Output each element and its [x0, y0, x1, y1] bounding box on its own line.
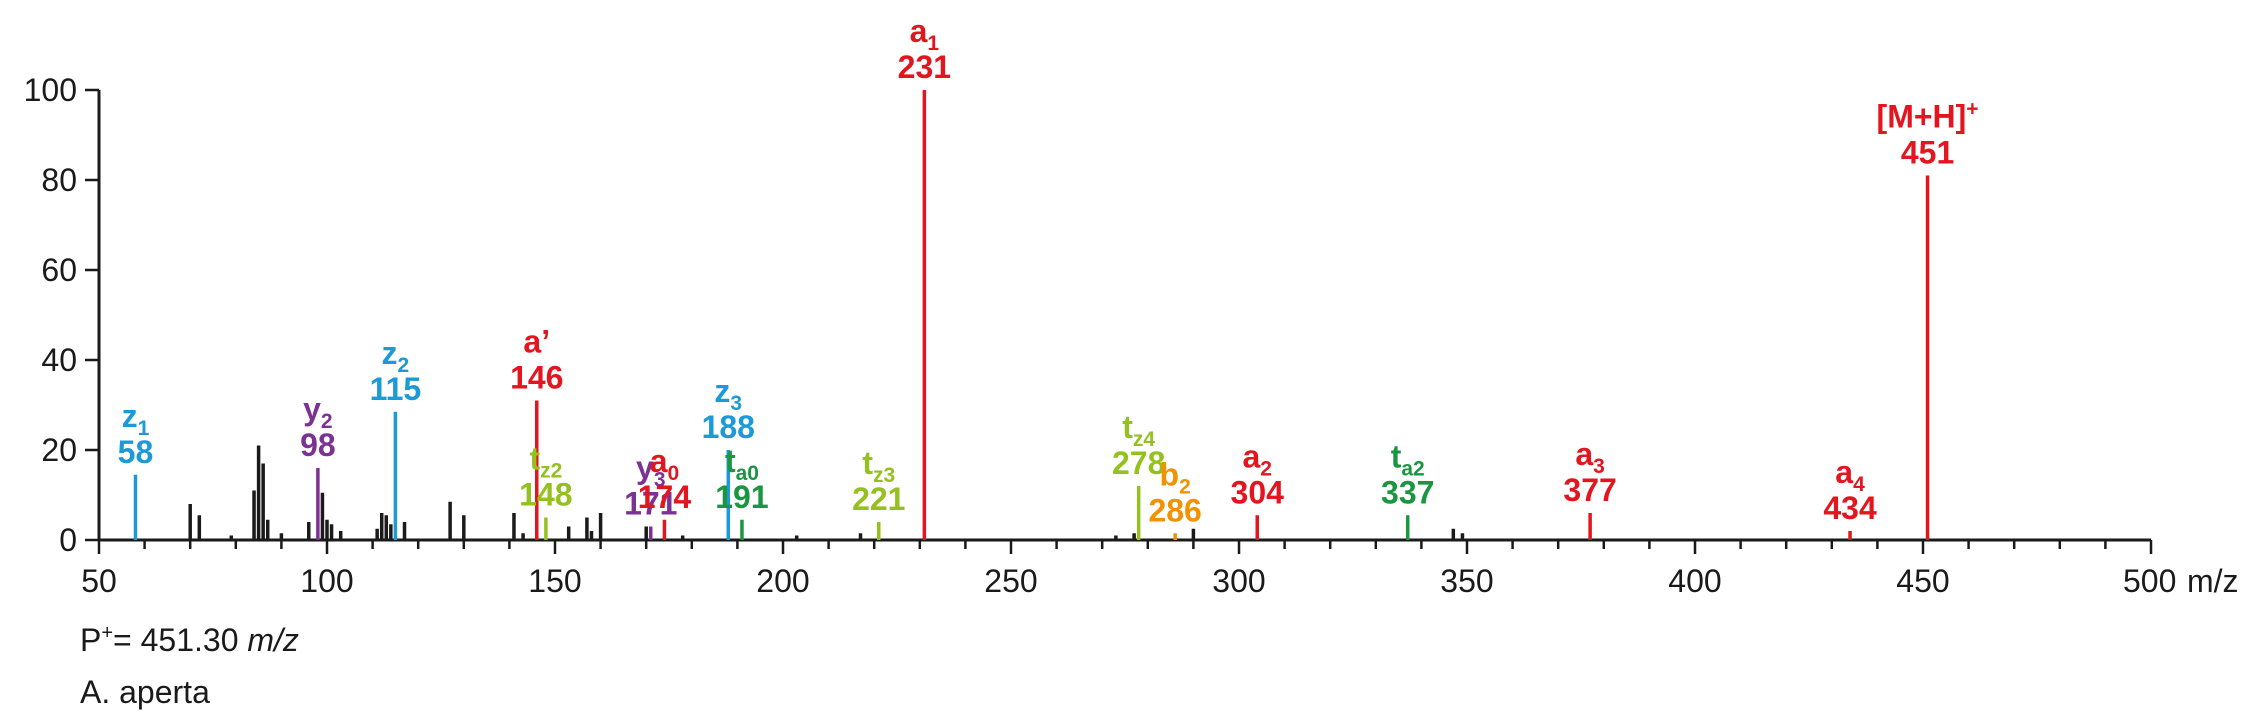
ion-label-148: tz2 — [529, 441, 562, 483]
mass-label-148: 148 — [519, 477, 572, 513]
mass-label-188: 188 — [702, 409, 755, 445]
x-tick-label: 100 — [300, 563, 353, 599]
x-tick-label: 300 — [1212, 563, 1265, 599]
mass-label-231: 231 — [898, 49, 951, 85]
mass-label-58: 58 — [118, 434, 154, 470]
ion-label-337: ta2 — [1391, 438, 1425, 480]
mass-label-286: 286 — [1148, 492, 1201, 528]
precursor-value: = 451.30 — [113, 622, 248, 658]
x-tick-label: 150 — [528, 563, 581, 599]
ion-label-191: ta0 — [725, 443, 759, 485]
precursor-prefix: P — [80, 622, 102, 658]
ion-label-304: a2 — [1242, 438, 1271, 480]
mass-label-115: 115 — [370, 371, 422, 407]
ion-label-286: b2 — [1160, 456, 1191, 498]
mass-label-278: 278 — [1112, 445, 1165, 481]
y-tick-label: 20 — [41, 432, 77, 468]
y-tick-label: 80 — [41, 162, 77, 198]
ion-label-115: z2 — [382, 335, 410, 377]
y-tick-label: 100 — [24, 72, 77, 108]
x-axis-title: m/z — [2187, 563, 2239, 599]
mass-label-377: 377 — [1563, 472, 1616, 508]
mass-label-337: 337 — [1381, 474, 1434, 510]
mass-label-174: 174 — [638, 479, 692, 515]
mass-label-171: 171 — [624, 486, 677, 522]
ion-label-174: a0 — [650, 443, 679, 485]
x-tick-label: 50 — [81, 563, 117, 599]
ion-label-98: y2 — [303, 391, 332, 433]
ion-label-58: z1 — [122, 398, 150, 440]
species-caption: A. aperta — [80, 674, 210, 710]
precursor-caption: P+= 451.30 m/z — [80, 622, 299, 659]
mass-label-451: 451 — [1901, 135, 1954, 171]
precursor-unit: m/z — [247, 622, 299, 658]
ion-label-221: tz3 — [862, 445, 895, 487]
x-tick-label: 450 — [1896, 563, 1949, 599]
x-tick-label: 200 — [756, 563, 809, 599]
mass-label-146: 146 — [510, 360, 563, 396]
ion-label-231: a1 — [910, 13, 940, 55]
y-tick-label: 60 — [41, 252, 77, 288]
mass-label-98: 98 — [300, 427, 336, 463]
mass-label-304: 304 — [1231, 474, 1285, 510]
precursor-charge: + — [101, 622, 114, 644]
ion-label-434: a4 — [1835, 454, 1865, 496]
y-tick-label: 0 — [59, 522, 77, 558]
x-tick-label: 500 — [2123, 563, 2176, 599]
ion-label-451: [M+H]+ — [1877, 98, 1979, 135]
x-tick-label: 350 — [1440, 563, 1493, 599]
x-tick-label: 400 — [1668, 563, 1721, 599]
x-tick-label: 250 — [984, 563, 1037, 599]
y-tick-label: 40 — [41, 342, 77, 378]
ion-label-146: a’ — [523, 324, 550, 360]
mass-label-191: 191 — [715, 479, 768, 515]
ion-label-188: z3 — [714, 373, 742, 415]
ion-label-278: tz4 — [1122, 409, 1155, 451]
ion-label-171: y3 — [636, 450, 665, 492]
mass-label-221: 221 — [852, 481, 905, 517]
mass-label-434: 434 — [1823, 490, 1877, 526]
ion-label-377: a3 — [1575, 436, 1604, 478]
